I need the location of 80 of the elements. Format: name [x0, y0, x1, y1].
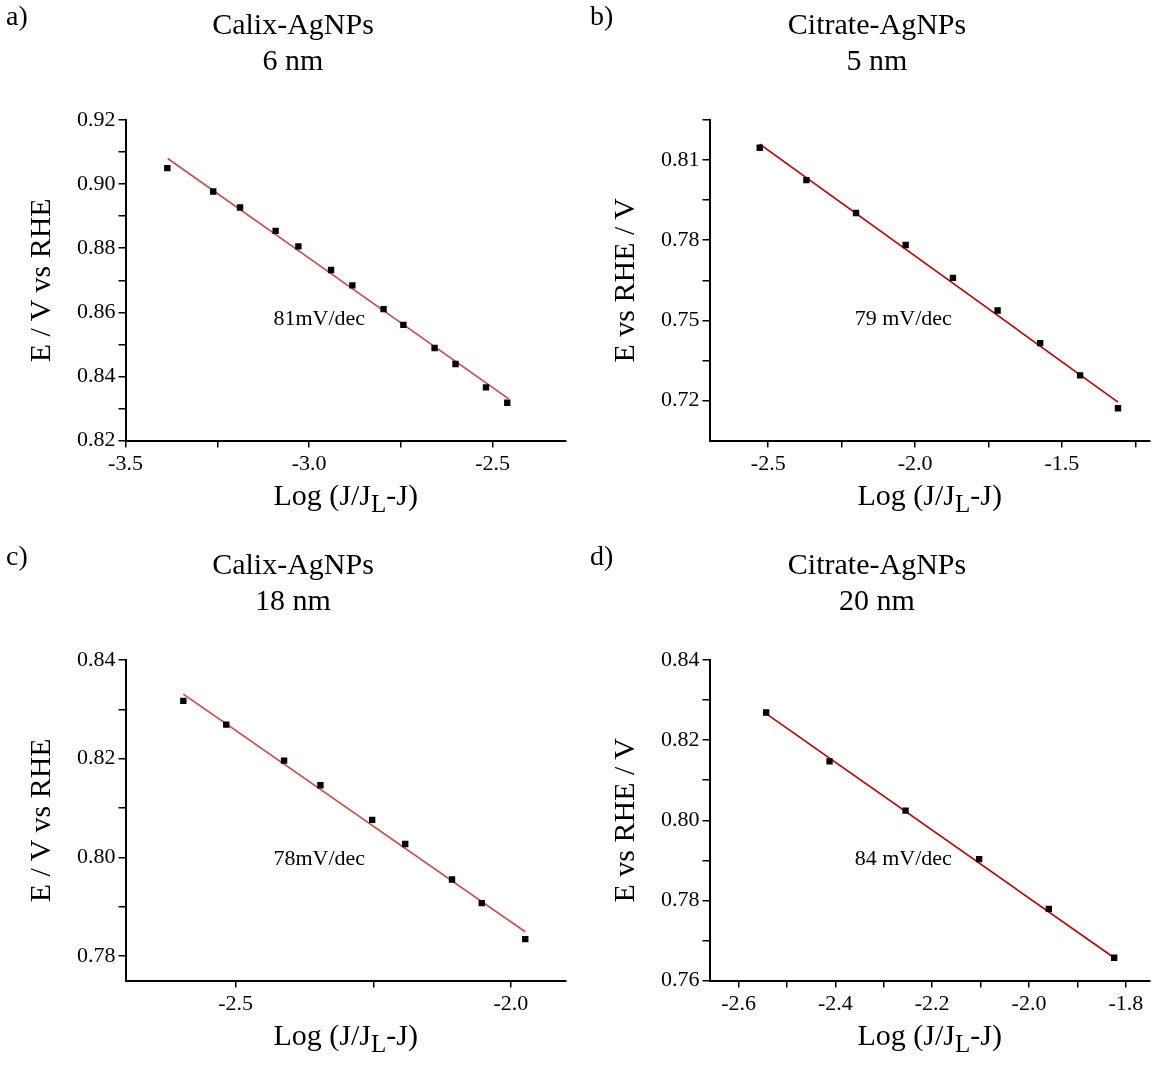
y-tick-label: 0.80 [661, 806, 700, 832]
chart-title: Citrate-AgNPs [787, 6, 967, 40]
point [400, 321, 407, 329]
point [949, 274, 957, 282]
x-tick-label: -3.0 [291, 449, 327, 475]
point [380, 305, 387, 313]
annotation: 78mV/dec [273, 844, 366, 870]
x-tick-label: -2.5 [475, 449, 510, 475]
point [236, 204, 244, 211]
point [317, 782, 324, 789]
y-tick-label: 0.88 [77, 234, 116, 260]
point [210, 188, 217, 195]
point [826, 758, 833, 765]
point [280, 757, 288, 764]
y-tick-label: 0.76 [661, 966, 700, 992]
x-tick-label: -2.0 [1011, 989, 1047, 1015]
annotation: 84 mV/dec [854, 844, 953, 870]
text: c) [6, 540, 28, 572]
y-tick-label: 0.90 [77, 169, 116, 195]
point [164, 164, 171, 172]
y-axis-title: E vs RHE / V [606, 737, 640, 903]
point [448, 876, 456, 883]
x-tick-label: -3.5 [108, 449, 143, 475]
text: d) [590, 540, 614, 572]
point [803, 176, 810, 184]
x-tick-label: -1.5 [1044, 449, 1080, 475]
y-tick-label: 0.75 [661, 306, 700, 332]
point [272, 227, 279, 235]
point [762, 709, 770, 716]
y-tick-label: 0.92 [77, 105, 116, 131]
x-tick-label: -1.8 [1108, 989, 1144, 1015]
x-axis-title: Log (J/J$_{L}$-J) [857, 1018, 1002, 1058]
text: a) [6, 0, 28, 32]
y-tick-label: 0.80 [77, 843, 116, 869]
chart-title: Citrate-AgNPs [787, 546, 967, 580]
y-tick-label: 0.86 [77, 298, 116, 324]
y-tick-label: 0.81 [661, 145, 700, 171]
x-axis-title: Log (J/J$_{L}$-J) [857, 478, 1002, 518]
point [994, 307, 1001, 314]
point [452, 360, 459, 368]
y-axis-title: E / V vs RHE [22, 198, 56, 363]
point [223, 721, 230, 728]
x-tick-label: -2.5 [218, 989, 254, 1015]
y-tick-label: 0.78 [661, 226, 700, 252]
y-tick-label: 0.72 [661, 386, 700, 412]
y-tick-label: 0.84 [661, 645, 700, 671]
point [431, 344, 438, 352]
point [902, 807, 909, 814]
x-tick-label: -2.2 [914, 989, 950, 1015]
chart-title: Calix-AgNPs [212, 546, 374, 580]
x-axis-title: Log (J/J$_{L}$-J) [273, 1018, 418, 1058]
y-tick-label: 0.82 [661, 725, 700, 751]
chart-title: Calix-AgNPs [212, 6, 374, 40]
y-tick-label: 0.82 [77, 744, 116, 770]
chart-subtitle: 6 nm [262, 42, 324, 76]
chart-subtitle: 20 nm [839, 582, 915, 616]
point [902, 241, 909, 249]
x-tick-label: -2.0 [897, 449, 933, 475]
y-tick-label: 0.78 [661, 886, 700, 912]
y-axis-title: E / V vs RHE [22, 738, 56, 903]
point [402, 840, 409, 848]
annotation: 81mV/dec [273, 304, 366, 330]
point [1076, 372, 1084, 379]
x-axis-title: Log (J/J$_{L}$-J) [273, 478, 418, 518]
y-tick-label: 0.78 [77, 941, 116, 967]
chart-subtitle: 18 nm [255, 582, 331, 616]
x-tick-label: -2.0 [493, 989, 529, 1015]
y-axis-title: E vs RHE / V [606, 197, 640, 363]
point [482, 384, 490, 391]
annotation: 79 mV/dec [854, 304, 953, 330]
x-tick-label: -2.4 [817, 989, 853, 1015]
y-tick-label: 0.84 [77, 362, 116, 388]
point [349, 282, 356, 289]
point [295, 243, 302, 250]
y-tick-label: 0.82 [77, 426, 116, 452]
y-tick-label: 0.84 [77, 645, 116, 671]
text: b) [590, 0, 614, 32]
x-tick-label: -2.5 [750, 449, 786, 475]
x-tick-label: -2.6 [721, 989, 756, 1015]
chart-subtitle: 5 nm [846, 42, 908, 76]
